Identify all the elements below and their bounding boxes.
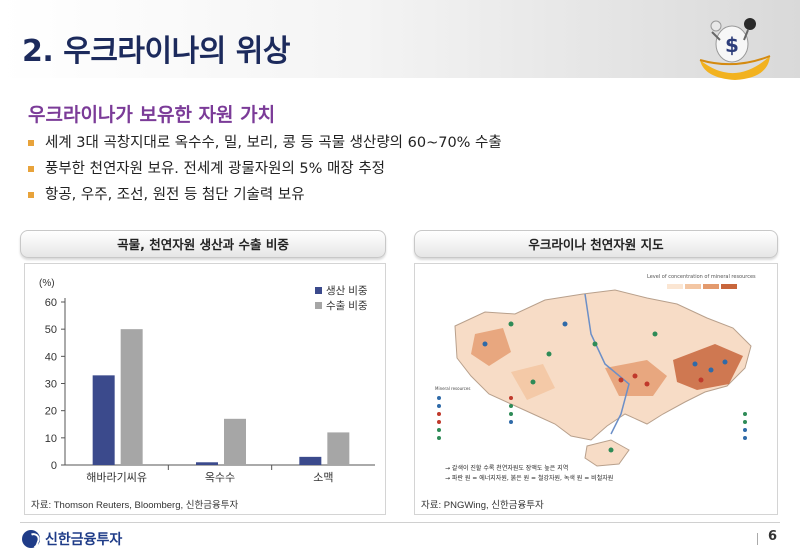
header-bar: 2. 우크라이나의 위상 $ — [0, 0, 800, 80]
svg-text:$: $ — [725, 33, 739, 57]
right-source: 자료: PNGWing, 신한금융투자 — [421, 500, 544, 511]
y-unit-label: (%) — [39, 278, 55, 289]
right-panel-box: Level of concentration of mineral resour… — [414, 263, 778, 515]
bar-production — [196, 462, 218, 465]
shinhan-logo-icon — [22, 530, 40, 548]
bullet-list: 세계 3대 곡창지대로 옥수수, 밀, 보리, 콩 등 곡물 생산량의 60~7… — [28, 130, 502, 208]
svg-text:Mineral resources: Mineral resources — [435, 386, 470, 391]
bullet-item: 항공, 우주, 조선, 원전 등 첨단 기술력 보유 — [28, 182, 502, 208]
company-logo: 신한금융투자 — [22, 529, 122, 549]
bullet-item: 세계 3대 곡창지대로 옥수수, 밀, 보리, 콩 등 곡물 생산량의 60~7… — [28, 130, 502, 156]
section-subtitle: 우크라이나가 보유한 자원 가치 — [28, 104, 276, 126]
y-tick-label: 60 — [45, 297, 57, 309]
svg-text:Level of concentration of mine: Level of concentration of mineral resour… — [647, 274, 756, 280]
bullet-square-icon — [28, 192, 34, 198]
y-tick-label: 10 — [45, 433, 57, 445]
y-tick-label: 50 — [45, 324, 57, 336]
page-number: 6 — [768, 529, 778, 544]
bar-export — [120, 329, 143, 465]
right-panel-title: 우크라이나 천연자원 지도 — [414, 230, 778, 258]
y-tick-label: 40 — [45, 351, 57, 363]
left-source: 자료: Thomson Reuters, Bloomberg, 신한금융투자 — [31, 500, 239, 511]
company-name: 신한금융투자 — [45, 532, 123, 548]
bar-export — [224, 418, 246, 465]
legend-label: 생산 비중 — [326, 285, 368, 297]
x-tick-label: 해바라기씨유 — [86, 470, 147, 484]
money-bag-logo-icon: $ — [699, 18, 771, 80]
footer-divider — [20, 522, 780, 523]
legend-swatch — [315, 302, 322, 309]
bullet-square-icon — [28, 140, 34, 146]
x-tick-label: 옥수수 — [205, 471, 235, 484]
bullet-item: 풍부한 천연자원 보유. 전세계 광물자원의 5% 매장 추정 — [28, 156, 502, 182]
bullet-square-icon — [28, 166, 34, 172]
y-tick-label: 20 — [45, 406, 57, 418]
bar-export — [327, 432, 350, 465]
page-title: 2. 우크라이나의 위상 — [22, 34, 290, 69]
map-note-2: → 파란 원 = 에너지자원, 붉은 원 = 철강자원, 녹색 원 = 비철자원 — [445, 474, 613, 482]
left-panel-title: 곡물, 천연자원 생산과 수출 비중 — [20, 230, 386, 258]
legend-swatch — [315, 287, 322, 294]
page-separator — [757, 533, 758, 545]
x-tick-label: 소맥 — [313, 471, 333, 484]
y-tick-label: 30 — [45, 379, 57, 391]
bar-production — [92, 375, 115, 465]
legend-label: 수출 비중 — [326, 300, 368, 312]
y-tick-label: 0 — [51, 460, 57, 472]
map-note-1: → 갈색이 진할 수록 천연자원도 장액도 높은 지역 — [445, 464, 568, 472]
ukraine-resource-map: Level of concentration of mineral resour… — [415, 264, 777, 492]
bar-production — [299, 456, 322, 465]
